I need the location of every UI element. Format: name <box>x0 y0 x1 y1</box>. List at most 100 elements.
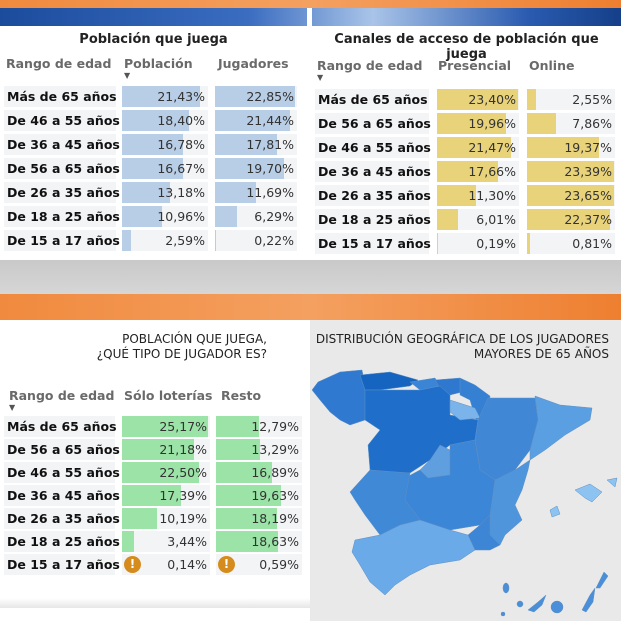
column-header-jugadores[interactable]: Jugadores <box>218 56 289 71</box>
value-cell[interactable]: 23,39% <box>527 161 615 182</box>
region-canarias[interactable] <box>500 571 609 617</box>
row-label: Más de 65 años <box>4 416 117 437</box>
value-cell[interactable]: 18,40% <box>122 110 208 131</box>
value-cell[interactable]: 3,44% <box>122 531 210 552</box>
value-cell[interactable]: 21,18% <box>122 439 210 460</box>
value-cell[interactable]: 23,65% <box>527 185 615 206</box>
value-cell[interactable]: 0,22% <box>215 230 297 251</box>
warning-icon: ! <box>124 556 141 573</box>
value-text: 0,14% <box>167 557 207 572</box>
value-cell[interactable]: 10,19% <box>122 508 210 529</box>
column-header-rango[interactable]: Rango de edad <box>9 388 115 403</box>
data-bar <box>122 206 163 227</box>
row-label: De 26 a 35 años <box>315 185 431 206</box>
value-cell[interactable]: 22,85% <box>215 86 297 107</box>
value-cell[interactable]: 6,29% <box>215 206 297 227</box>
row-label: De 26 a 35 años <box>4 182 120 203</box>
value-cell[interactable]: 19,63% <box>216 485 302 506</box>
value-cell[interactable]: 21,44% <box>215 110 297 131</box>
value-cell[interactable]: ! 0,14% <box>122 554 210 575</box>
region-baleares-menorca[interactable] <box>606 477 618 488</box>
value-text: 16,89% <box>251 465 299 480</box>
value-text: 0,59% <box>259 557 299 572</box>
value-text: 11,30% <box>468 188 516 203</box>
value-text: 18,19% <box>251 511 299 526</box>
value-cell[interactable]: 23,40% <box>437 89 519 110</box>
value-cell[interactable]: 12,79% <box>216 416 302 437</box>
value-cell[interactable]: 7,86% <box>527 113 615 134</box>
column-header-rango[interactable]: Rango de edad <box>6 56 112 71</box>
column-header-rango[interactable]: Rango de edad <box>317 58 423 73</box>
panel-tipo-jugador: POBLACIÓN QUE JUEGA, ¿QUÉ TIPO DE JUGADO… <box>0 320 310 621</box>
data-bar <box>215 86 295 107</box>
warning-icon: ! <box>218 556 235 573</box>
value-cell[interactable]: 13,18% <box>122 182 208 203</box>
data-bar <box>527 185 615 206</box>
panel-canales-acceso: Canales de acceso de población que juega… <box>312 26 621 260</box>
data-bar <box>215 158 284 179</box>
value-cell[interactable]: 13,29% <box>216 439 302 460</box>
value-cell[interactable]: 22,50% <box>122 462 210 483</box>
column-header-presencial[interactable]: Presencial <box>438 58 512 73</box>
value-text: 16,67% <box>157 161 205 176</box>
title-line-1: DISTRIBUCIÓN GEOGRÁFICA DE LOS JUGADORES <box>315 332 609 346</box>
value-text: 21,18% <box>159 442 207 457</box>
value-cell[interactable]: 17,39% <box>122 485 210 506</box>
value-text: 17,81% <box>246 137 294 152</box>
data-bar <box>216 439 261 460</box>
data-bar <box>216 462 273 483</box>
value-cell[interactable]: 17,66% <box>437 161 519 182</box>
column-header-poblacion[interactable]: Población <box>124 56 193 71</box>
column-header-resto[interactable]: Resto <box>221 388 262 403</box>
value-cell[interactable]: 0,81% <box>527 233 615 254</box>
row-label: De 56 a 65 años <box>315 113 431 134</box>
value-cell[interactable]: 22,37% <box>527 209 615 230</box>
region-cataluna[interactable] <box>529 395 593 461</box>
data-bar <box>527 233 530 254</box>
value-cell[interactable]: 2,59% <box>122 230 208 251</box>
region-valencia[interactable] <box>489 459 531 546</box>
value-cell[interactable]: 19,37% <box>527 137 615 158</box>
value-cell[interactable]: 19,70% <box>215 158 297 179</box>
region-andalucia[interactable] <box>351 519 476 596</box>
region-galicia[interactable] <box>311 369 369 426</box>
value-cell[interactable]: 10,96% <box>122 206 208 227</box>
value-cell[interactable]: 21,47% <box>437 137 519 158</box>
data-bar <box>215 206 237 227</box>
value-cell[interactable]: 11,69% <box>215 182 297 203</box>
region-asturias[interactable] <box>359 371 419 391</box>
value-cell[interactable]: 18,63% <box>216 531 302 552</box>
data-bar <box>527 209 610 230</box>
data-bar <box>527 137 599 158</box>
region-baleares[interactable] <box>574 483 603 503</box>
region-baleares-ibiza[interactable] <box>549 505 561 518</box>
value-cell[interactable]: ! 0,59% <box>216 554 302 575</box>
value-cell[interactable]: 2,55% <box>527 89 615 110</box>
row-label: De 36 a 45 años <box>4 134 120 155</box>
value-cell[interactable]: 0,19% <box>437 233 519 254</box>
value-cell[interactable]: 6,01% <box>437 209 519 230</box>
value-text: 13,18% <box>157 185 205 200</box>
value-cell[interactable]: 16,89% <box>216 462 302 483</box>
sort-desc-icon: ▼ <box>124 71 131 80</box>
value-cell[interactable]: 11,30% <box>437 185 519 206</box>
value-cell[interactable]: 16,78% <box>122 134 208 155</box>
value-text: 23,39% <box>564 164 612 179</box>
value-cell[interactable]: 19,96% <box>437 113 519 134</box>
value-text: 19,37% <box>564 140 612 155</box>
column-header-online[interactable]: Online <box>529 58 575 73</box>
value-cell[interactable]: 21,43% <box>122 86 208 107</box>
column-header-solo-loterias[interactable]: Sólo loterías <box>124 388 213 403</box>
region-la-rioja[interactable] <box>449 399 481 421</box>
row-label: De 15 a 17 años <box>4 554 120 575</box>
value-cell[interactable]: 25,17% <box>122 416 210 437</box>
data-bar <box>437 113 506 134</box>
value-text: 19,63% <box>251 488 299 503</box>
sort-desc-icon: ▼ <box>317 73 324 82</box>
row-label: De 18 a 25 años <box>4 531 120 552</box>
value-text: 23,40% <box>468 92 516 107</box>
value-cell[interactable]: 17,81% <box>215 134 297 155</box>
panel-title: Población que juega <box>79 32 228 47</box>
value-cell[interactable]: 16,67% <box>122 158 208 179</box>
value-cell[interactable]: 18,19% <box>216 508 302 529</box>
